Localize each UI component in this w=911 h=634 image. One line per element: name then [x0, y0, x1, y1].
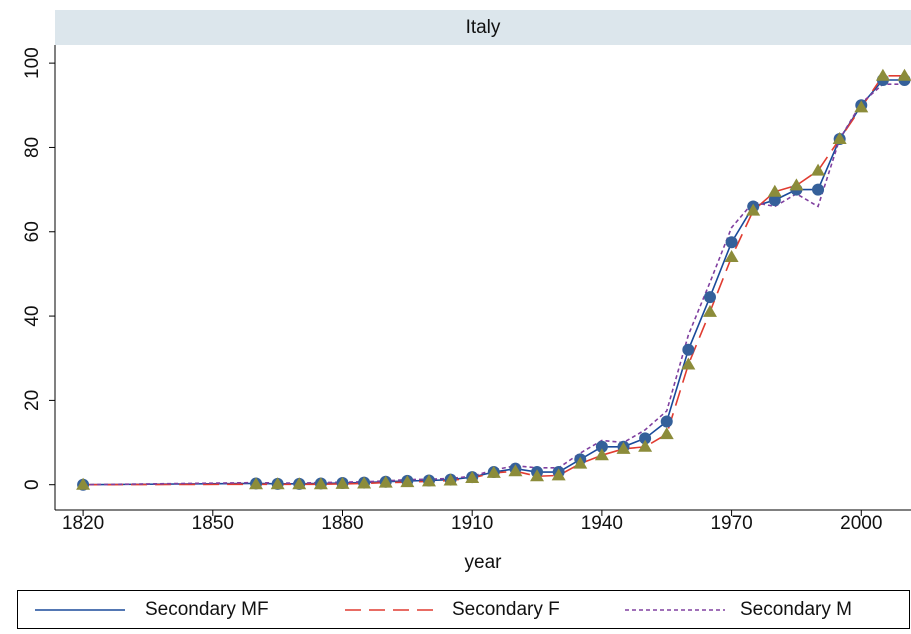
marker [616, 441, 631, 454]
marker [768, 194, 781, 207]
marker [854, 100, 869, 113]
marker [702, 304, 717, 317]
marker [811, 163, 826, 176]
marker [832, 132, 847, 145]
marker [594, 448, 609, 461]
series-line [83, 83, 905, 486]
y-tick-label: 40 [22, 306, 43, 327]
marker [313, 477, 328, 490]
marker [249, 477, 264, 490]
marker [703, 291, 716, 304]
marker [551, 468, 566, 481]
legend-label: Secondary F [452, 599, 560, 620]
x-axis-label: year [465, 552, 503, 573]
legend-label: Secondary M [740, 599, 852, 620]
marker [746, 203, 761, 216]
marker [638, 439, 653, 452]
marker [357, 476, 372, 489]
x-tick-label: 1880 [321, 513, 363, 534]
marker [660, 415, 673, 428]
y-tick-label: 100 [22, 47, 43, 79]
marker [639, 432, 652, 445]
marker [335, 476, 350, 489]
y-tick-label: 20 [22, 390, 43, 411]
x-tick-label: 1970 [710, 513, 752, 534]
x-tick-label: 1850 [192, 513, 234, 534]
marker [595, 440, 608, 453]
marker [421, 474, 436, 487]
marker [573, 456, 588, 469]
marker [897, 68, 911, 81]
marker [270, 477, 285, 490]
chart-title: Italy [466, 17, 501, 38]
marker [443, 473, 458, 486]
marker [292, 477, 307, 490]
series-line [83, 74, 905, 486]
marker [508, 464, 523, 477]
y-tick-label: 0 [22, 479, 43, 490]
marker [378, 475, 393, 488]
x-tick-label: 1910 [451, 513, 493, 534]
x-tick-label: 1820 [62, 513, 104, 534]
y-tick-label: 80 [22, 137, 43, 158]
x-tick-label: 1940 [581, 513, 623, 534]
marker [789, 178, 804, 191]
marker [681, 357, 696, 370]
marker [724, 250, 739, 263]
marker [486, 465, 501, 478]
marker [659, 427, 674, 440]
marker [725, 236, 738, 249]
marker [400, 475, 415, 488]
legend [17, 590, 910, 629]
marker [76, 477, 91, 490]
marker [465, 470, 480, 483]
legend-label: Secondary MF [145, 599, 269, 620]
x-tick-label: 2000 [840, 513, 882, 534]
marker [682, 343, 695, 356]
marker [530, 469, 545, 482]
y-tick-label: 60 [22, 221, 43, 242]
marker [767, 184, 782, 197]
title-strip [55, 10, 911, 45]
marker [875, 68, 890, 81]
marker [812, 183, 825, 196]
series-line [83, 79, 905, 486]
